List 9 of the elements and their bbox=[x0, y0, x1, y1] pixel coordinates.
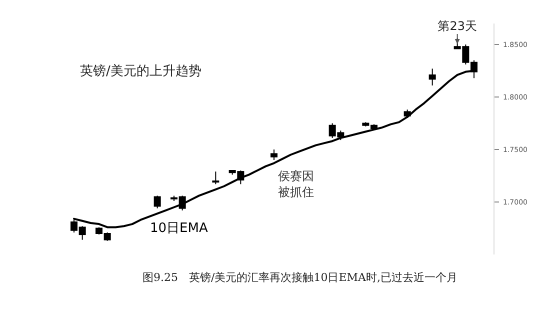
annotation: 侯赛因被抓住 bbox=[278, 169, 314, 199]
candlestick bbox=[428, 68, 436, 86]
series-label: 10日EMA bbox=[150, 221, 208, 236]
candlestick bbox=[212, 171, 220, 185]
annotation: 第23天 bbox=[438, 19, 477, 33]
candlestick bbox=[270, 149, 278, 160]
candlestick bbox=[154, 195, 161, 209]
caption: 图9.25 英镑/美元的汇率再次接触10日EMA时,已过去近一个月 bbox=[142, 271, 458, 284]
text: 英镑/美元的上升趋势 bbox=[80, 63, 202, 79]
